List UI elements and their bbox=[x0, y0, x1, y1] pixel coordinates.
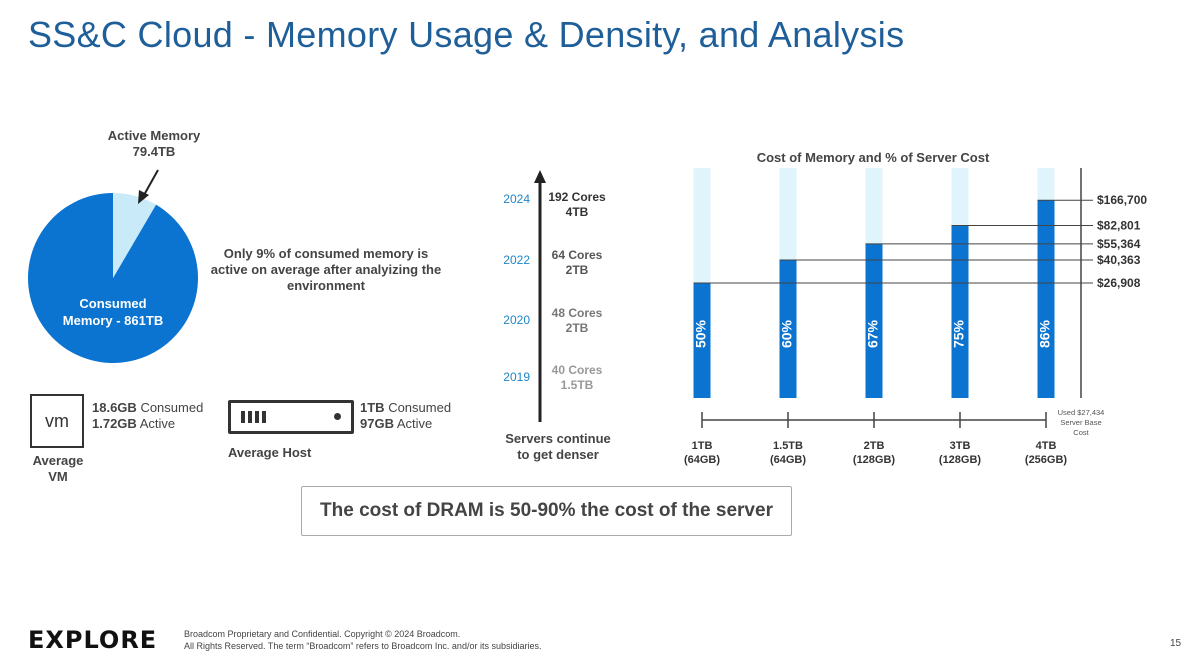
category-label: (128GB) bbox=[939, 454, 982, 466]
vm-active-value: 1.72GB bbox=[92, 416, 137, 431]
category-label: (64GB) bbox=[684, 454, 720, 466]
memory-pie-chart: Consumed Memory - 861TB bbox=[27, 169, 198, 363]
timeline-year-2024: 2024 bbox=[503, 192, 530, 206]
vm-consumed-word: Consumed bbox=[140, 400, 204, 415]
timeline-cores: 48 Cores bbox=[551, 306, 603, 320]
timeline-cores: 40 Cores bbox=[551, 363, 603, 377]
server-base-cost-note-line3: Cost bbox=[1073, 428, 1089, 437]
category-label: 4TB bbox=[1036, 440, 1057, 452]
timeline-mem: 2TB bbox=[565, 263, 589, 277]
page-number: 15 bbox=[1170, 638, 1182, 649]
bar-value-label: 86% bbox=[1037, 319, 1053, 348]
vm-caption-line1: Average bbox=[32, 453, 84, 468]
slide-title: SS&C Cloud - Memory Usage & Density, and… bbox=[28, 14, 905, 55]
bar-chart-title: Cost of Memory and % of Server Cost bbox=[757, 150, 990, 165]
bar-value-label: 67% bbox=[865, 319, 881, 348]
host-consumed-word: Consumed bbox=[388, 400, 452, 415]
bar-fill bbox=[693, 283, 711, 398]
timeline-caption-line1: Servers continue bbox=[505, 431, 611, 446]
timeline-mem: 2TB bbox=[565, 321, 589, 335]
active-memory-note: Only 9% of consumed memory is active on … bbox=[210, 246, 442, 293]
bar-fill bbox=[865, 243, 883, 398]
vm-icon: vm bbox=[30, 394, 84, 448]
bar-fill bbox=[951, 225, 969, 398]
active-memory-value: 79.4TB bbox=[132, 144, 176, 159]
host-caption: Average Host bbox=[228, 445, 312, 460]
timeline-caption-line2: to get denser bbox=[517, 447, 599, 462]
vm-caption-line2: VM bbox=[48, 469, 68, 484]
timeline-cores: 192 Cores bbox=[548, 190, 606, 204]
category-label: (64GB) bbox=[770, 454, 806, 466]
vm-caption: Average VM bbox=[24, 453, 92, 485]
cost-label: $26,908 bbox=[1097, 276, 1141, 290]
timeline-arrow bbox=[534, 170, 546, 422]
host-consumed-value: 1TB bbox=[360, 400, 385, 415]
bar-value-label: 60% bbox=[779, 319, 795, 348]
timeline-arrowhead bbox=[534, 170, 546, 183]
pie-slice-consumed bbox=[27, 193, 198, 363]
server-vent-icon bbox=[241, 411, 266, 423]
server-base-cost-note-line1: Used $27,434 bbox=[1058, 408, 1105, 417]
footer-legal: Broadcom Proprietary and Confidential. C… bbox=[184, 628, 541, 652]
server-base-cost-note-line2: Server Base bbox=[1060, 418, 1101, 427]
timeline-year-2019: 2019 bbox=[503, 370, 530, 384]
category-label: 2TB bbox=[864, 440, 885, 452]
timeline-entry-2022: 64 Cores 2TB bbox=[542, 248, 612, 278]
timeline-mem: 4TB bbox=[565, 205, 589, 219]
category-label: (128GB) bbox=[853, 454, 896, 466]
timeline-cores: 64 Cores bbox=[551, 248, 603, 262]
timeline-caption: Servers continue to get denser bbox=[496, 431, 620, 463]
bar-value-label: 50% bbox=[693, 319, 709, 348]
bar-fill bbox=[779, 260, 797, 398]
category-label: 1TB bbox=[692, 440, 713, 452]
server-icon bbox=[228, 400, 354, 434]
timeline-entry-2019: 40 Cores 1.5TB bbox=[542, 363, 612, 393]
host-active-word: Active bbox=[396, 416, 433, 431]
vm-consumed-value: 18.6GB bbox=[92, 400, 137, 415]
timeline-entry-2020: 48 Cores 2TB bbox=[542, 306, 612, 336]
active-memory-title: Active Memory bbox=[107, 128, 201, 143]
active-memory-label: Active Memory 79.4TB bbox=[90, 128, 218, 160]
vm-active-word: Active bbox=[139, 416, 176, 431]
category-label: (256GB) bbox=[1025, 454, 1068, 466]
category-label: 1.5TB bbox=[773, 440, 803, 452]
cost-label: $166,700 bbox=[1097, 193, 1147, 207]
timeline-year-2020: 2020 bbox=[503, 313, 530, 327]
host-active-value: 97GB bbox=[360, 416, 394, 431]
pie-consumed-label-line2: Memory - 861TB bbox=[63, 313, 163, 328]
bar-fill bbox=[1037, 200, 1055, 398]
pie-pointer-arrowhead bbox=[138, 190, 149, 204]
memory-cost-bar-chart: Cost of Memory and % of Server Cost 50% 6… bbox=[684, 150, 1147, 466]
cost-label: $82,801 bbox=[1097, 219, 1141, 233]
explore-logo: EXPLORE bbox=[28, 626, 158, 654]
pie-consumed-label-line1: Consumed bbox=[79, 296, 146, 311]
bar-value-label: 75% bbox=[951, 319, 967, 348]
pie-pointer-arrow bbox=[143, 169, 159, 196]
dram-cost-callout: The cost of DRAM is 50-90% the cost of t… bbox=[301, 486, 792, 536]
footer-legal-line2: All Rights Reserved. The term “Broadcom”… bbox=[184, 641, 542, 651]
category-label: 3TB bbox=[950, 440, 971, 452]
pie-slice-active bbox=[113, 193, 157, 278]
timeline-entry-2024: 192 Cores 4TB bbox=[542, 190, 612, 220]
timeline-mem: 1.5TB bbox=[560, 378, 594, 392]
server-led-icon bbox=[334, 413, 341, 420]
host-stats: 1TB Consumed 97GB Active bbox=[360, 400, 451, 432]
footer-legal-line1: Broadcom Proprietary and Confidential. C… bbox=[184, 629, 461, 639]
cost-label: $40,363 bbox=[1097, 253, 1141, 267]
timeline-year-2022: 2022 bbox=[503, 253, 530, 267]
cost-label: $55,364 bbox=[1097, 237, 1141, 251]
vm-stats: 18.6GB Consumed 1.72GB Active bbox=[92, 400, 203, 432]
